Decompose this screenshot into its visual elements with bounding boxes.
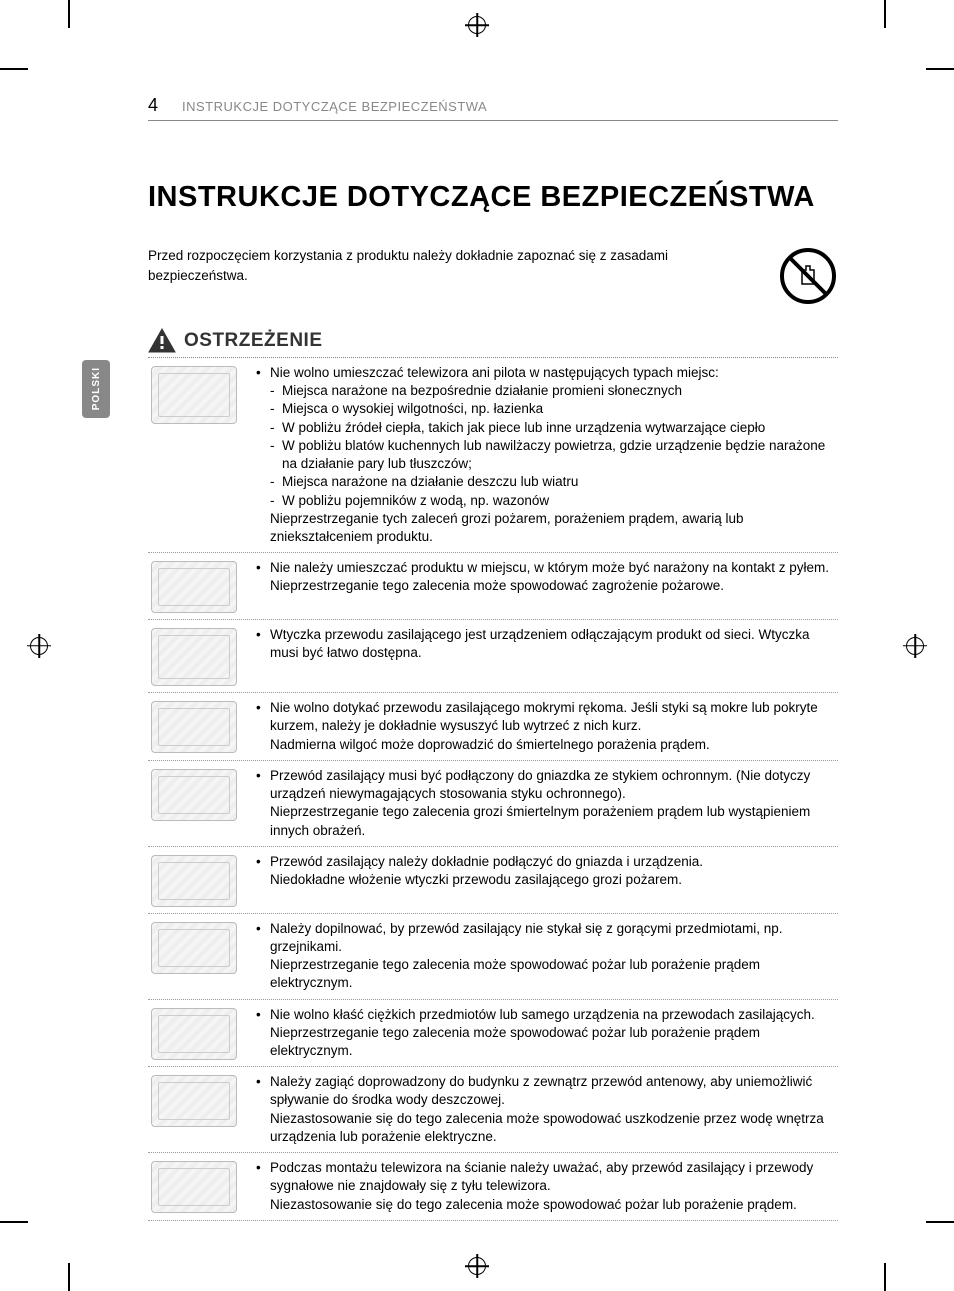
warning-text: Należy dopilnować, by przewód zasilający… [248, 920, 838, 993]
language-tab: POLSKI [82, 360, 110, 418]
warning-consequence: Nieprzestrzeganie tych zaleceń grozi poż… [270, 510, 838, 546]
warning-consequence: Niezastosowanie się do tego zalecenia mo… [270, 1196, 838, 1214]
warning-main-text: Nie wolno dotykać przewodu zasilającego … [270, 700, 818, 733]
warning-text: Przewód zasilający musi być podłączony d… [248, 767, 838, 840]
intro-row: Przed rozpoczęciem korzystania z produkt… [148, 246, 838, 306]
warning-item: Przewód zasilający należy dokładnie podł… [148, 847, 838, 914]
warning-main-text: Przewód zasilający musi być podłączony d… [270, 768, 810, 801]
warning-item: Należy dopilnować, by przewód zasilający… [148, 914, 838, 1000]
registration-mark-top [468, 16, 486, 34]
warning-item: Wtyczka przewodu zasilającego jest urząd… [148, 620, 838, 693]
warning-consequence: Niezastosowanie się do tego zalecenia mo… [270, 1110, 838, 1146]
warning-title: OSTRZEŻENIE [184, 330, 323, 352]
intro-text: Przed rozpoczęciem korzystania z produkt… [148, 246, 778, 287]
warning-text: Podczas montażu telewizora na ścianie na… [248, 1159, 838, 1214]
warning-text: Należy zagiąć doprowadzony do budynku z … [248, 1073, 838, 1146]
warning-item: Należy zagiąć doprowadzony do budynku z … [148, 1067, 838, 1153]
warning-consequence: Nadmierna wilgoć może doprowadzić do śmi… [270, 736, 838, 754]
warning-illustration [148, 699, 248, 754]
warning-sub-item: W pobliżu źródeł ciepła, takich jak piec… [270, 419, 838, 437]
registration-mark-right [906, 637, 924, 655]
warning-main-text: Podczas montażu telewizora na ścianie na… [270, 1160, 813, 1193]
header-text: INSTRUKCJE DOTYCZĄCE BEZPIECZEŃSTWA [182, 99, 487, 114]
warning-sub-item: W pobliżu blatów kuchennych lub nawilżac… [270, 437, 838, 473]
warning-consequence: Nieprzestrzeganie tego zalecenia grozi ś… [270, 803, 838, 839]
warning-item: Podczas montażu telewizora na ścianie na… [148, 1153, 838, 1221]
warning-triangle-icon [148, 328, 176, 353]
warning-main-text: Nie należy umieszczać produktu w miejscu… [270, 560, 829, 575]
warning-main-text: Nie wolno umieszczać telewizora ani pilo… [270, 365, 719, 380]
warning-text: Nie wolno dotykać przewodu zasilającego … [248, 699, 838, 754]
warning-illustration [148, 1159, 248, 1214]
page-number: 4 [148, 95, 158, 116]
warning-illustration [148, 559, 248, 613]
warning-consequence: Nieprzestrzeganie tego zalecenia może sp… [270, 1024, 838, 1060]
warning-illustration [148, 626, 248, 686]
registration-mark-left [30, 637, 48, 655]
warning-item: Nie wolno dotykać przewodu zasilającego … [148, 693, 838, 761]
warning-text: Wtyczka przewodu zasilającego jest urząd… [248, 626, 838, 686]
warning-illustration [148, 853, 248, 907]
warning-illustration [148, 1006, 248, 1061]
warning-consequence: Nieprzestrzeganie tego zalecenia może sp… [270, 956, 838, 992]
warning-item: Nie wolno kłaść ciężkich przedmiotów lub… [148, 1000, 838, 1068]
warnings-list: Nie wolno umieszczać telewizora ani pilo… [148, 358, 838, 1221]
language-tab-text: POLSKI [91, 367, 102, 410]
no-touch-icon [778, 246, 838, 306]
warning-sub-item: Miejsca o wysokiej wilgotności, np. łazi… [270, 400, 838, 418]
warning-illustration [148, 767, 248, 840]
warning-item: Nie wolno umieszczać telewizora ani pilo… [148, 358, 838, 553]
warning-main-text: Wtyczka przewodu zasilającego jest urząd… [270, 627, 809, 660]
warning-text: Przewód zasilający należy dokładnie podł… [248, 853, 838, 907]
warning-illustration [148, 1073, 248, 1146]
warning-illustration [148, 364, 248, 546]
warning-item: Przewód zasilający musi być podłączony d… [148, 761, 838, 847]
warning-item: Nie należy umieszczać produktu w miejscu… [148, 553, 838, 620]
warning-main-text: Należy dopilnować, by przewód zasilający… [270, 921, 782, 954]
page-content: 4 INSTRUKCJE DOTYCZĄCE BEZPIECZEŃSTWA IN… [148, 95, 838, 1221]
warning-consequence: Niedokładne włożenie wtyczki przewodu za… [270, 871, 838, 889]
warning-main-text: Należy zagiąć doprowadzony do budynku z … [270, 1074, 812, 1107]
warning-sub-item: Miejsca narażone na działanie deszczu lu… [270, 473, 838, 491]
warning-sub-item: W pobliżu pojemników z wodą, np. wazonów [270, 492, 838, 510]
warning-main-text: Przewód zasilający należy dokładnie podł… [270, 854, 703, 869]
page-header: 4 INSTRUKCJE DOTYCZĄCE BEZPIECZEŃSTWA [148, 95, 838, 121]
warning-illustration [148, 920, 248, 993]
warning-consequence: Nieprzestrzeganie tego zalecenia może sp… [270, 577, 838, 595]
warning-text: Nie należy umieszczać produktu w miejscu… [248, 559, 838, 613]
warning-sub-item: Miejsca narażone na bezpośrednie działan… [270, 382, 838, 400]
registration-mark-bottom [468, 1257, 486, 1275]
warning-text: Nie wolno umieszczać telewizora ani pilo… [248, 364, 838, 546]
main-title: INSTRUKCJE DOTYCZĄCE BEZPIECZEŃSTWA [148, 181, 838, 214]
warning-header: OSTRZEŻENIE [148, 328, 838, 358]
warning-text: Nie wolno kłaść ciężkich przedmiotów lub… [248, 1006, 838, 1061]
warning-main-text: Nie wolno kłaść ciężkich przedmiotów lub… [270, 1007, 815, 1022]
